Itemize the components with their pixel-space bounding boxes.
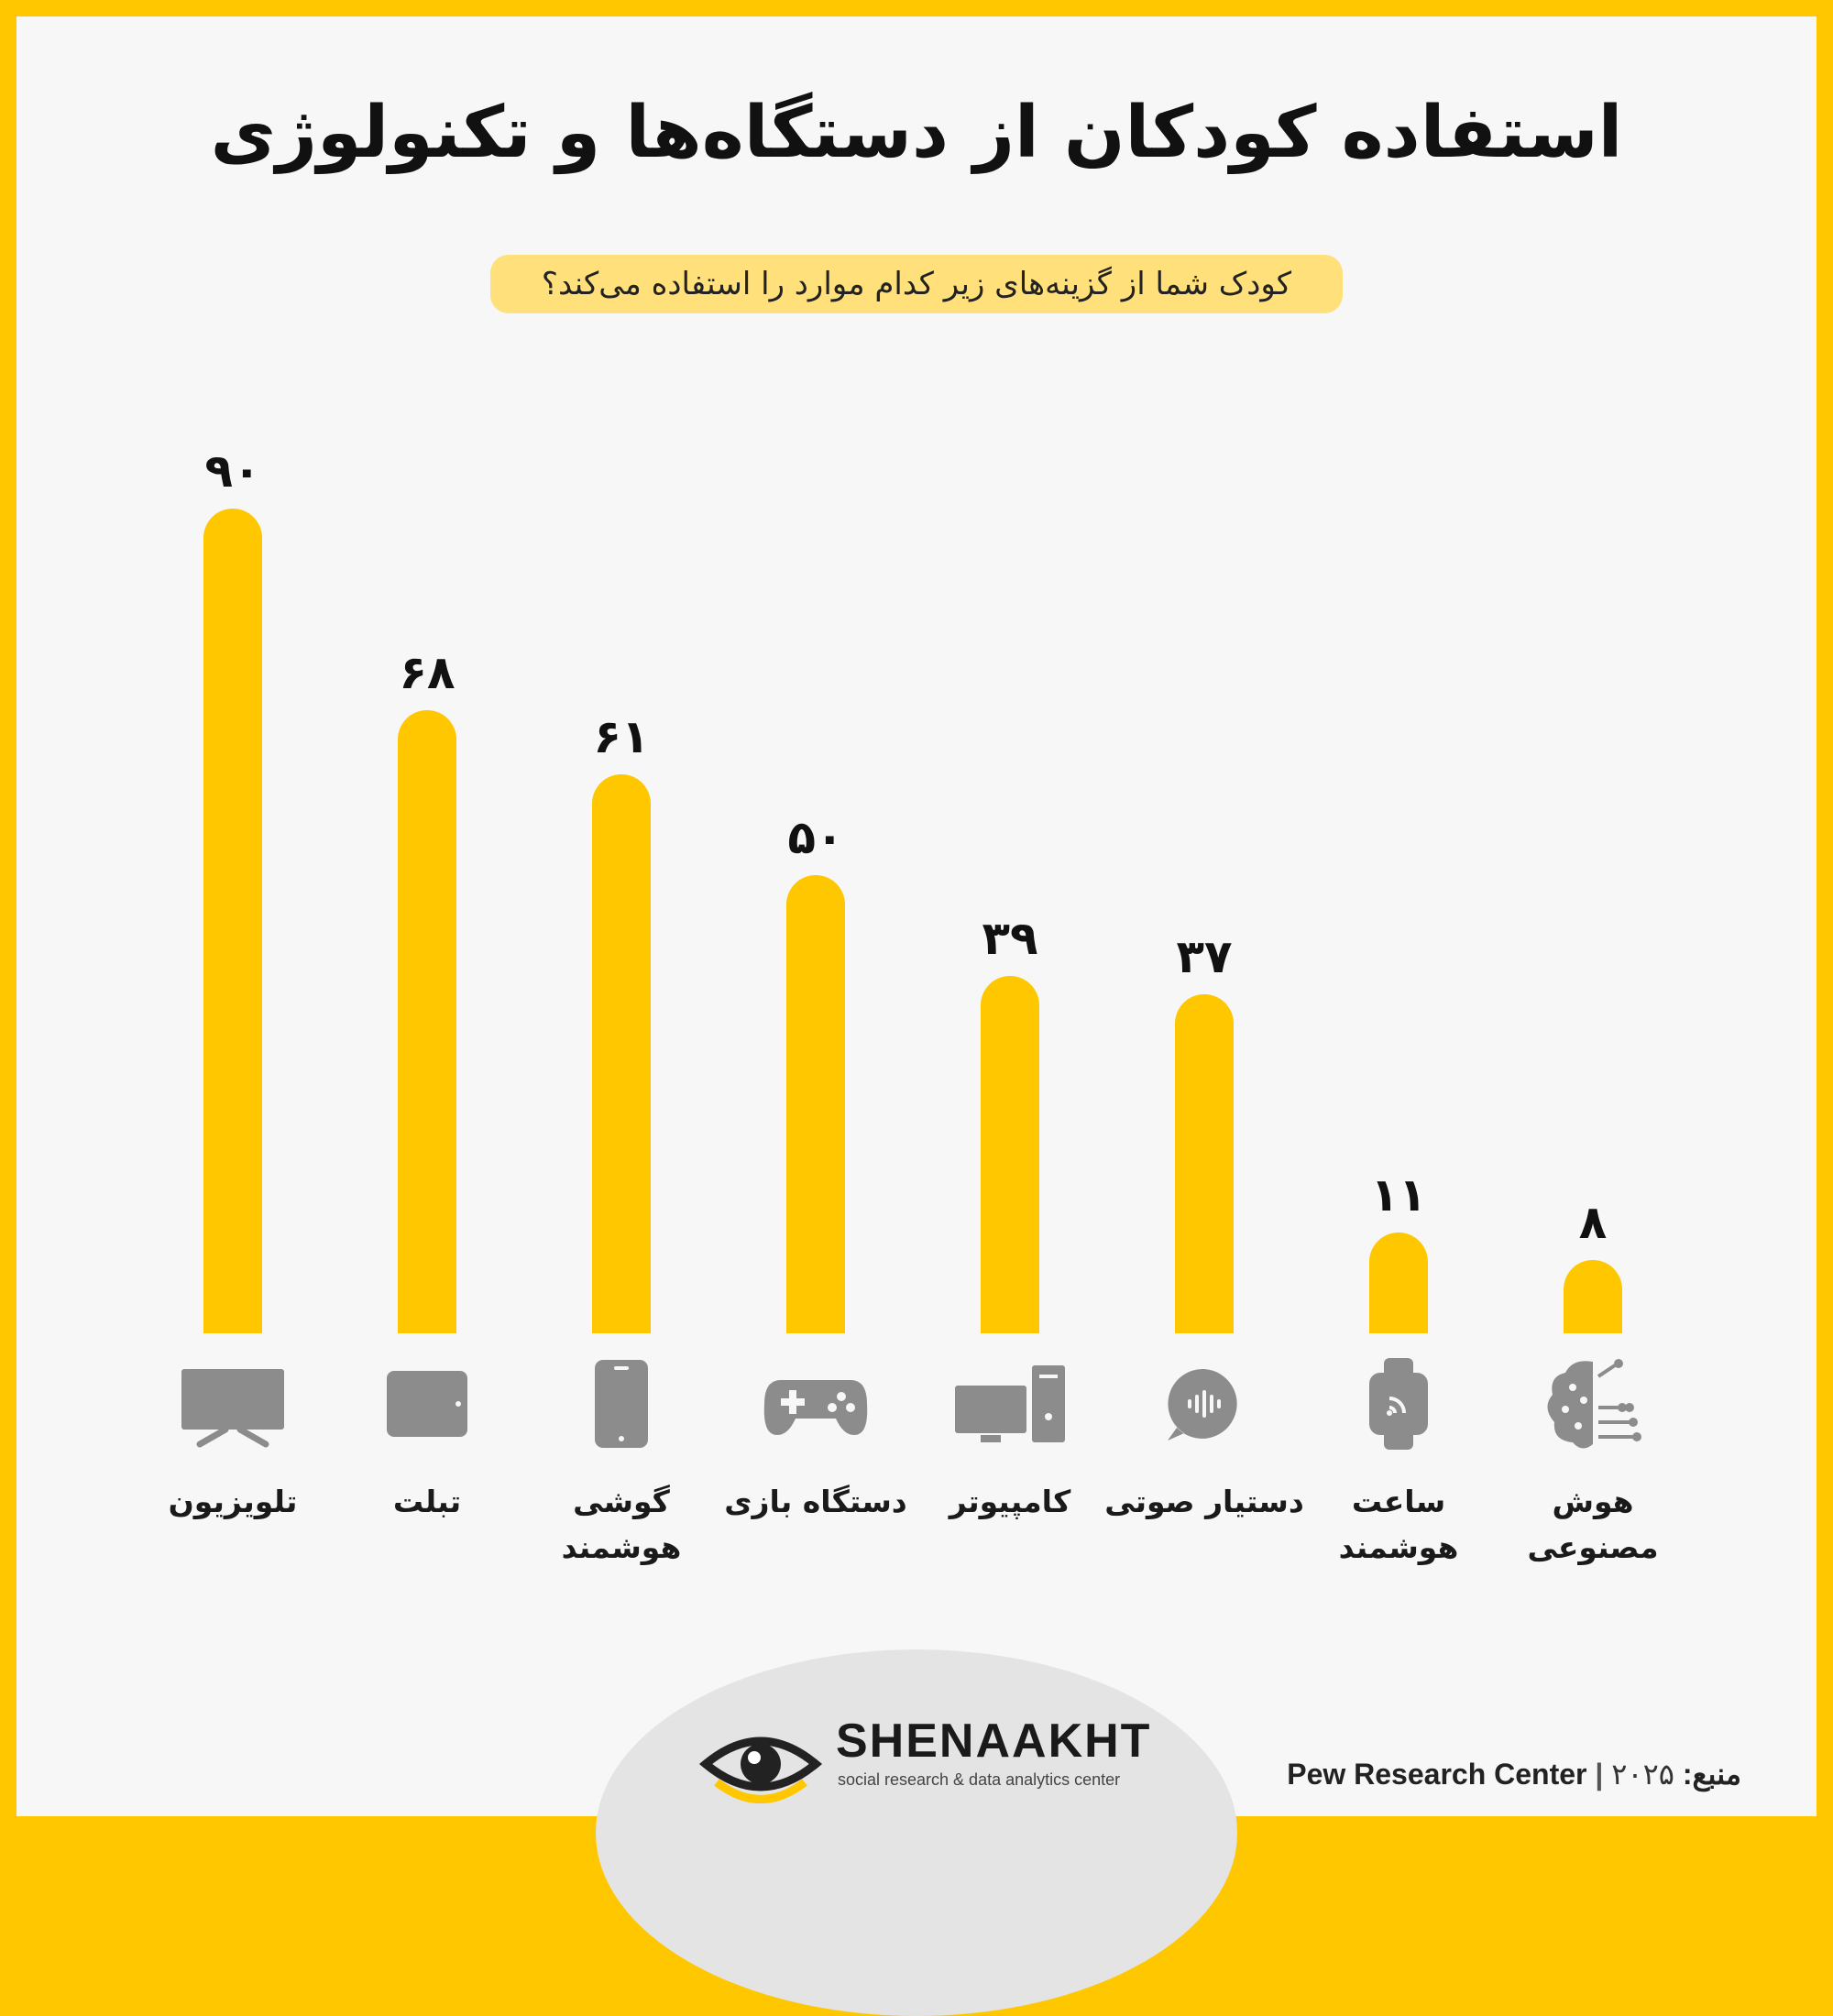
category-label: کامپیوتر — [948, 1484, 1071, 1520]
value-label: ۳۹ — [982, 912, 1037, 965]
category-label: دستیار صوتی — [1104, 1484, 1304, 1520]
source-org: Pew Research Center — [1287, 1758, 1587, 1791]
bar-chart: ۹۰ تلویزیون ۶۸ تبلت ۶۱ گوشی هوشمند ۵۰ دستگاه باز… — [169, 444, 1659, 1566]
bar — [1175, 994, 1234, 1333]
category-label: دستگاه بازی — [724, 1484, 906, 1519]
category-label: هوش — [1552, 1484, 1633, 1520]
category-label: تلویزیون — [169, 1484, 298, 1520]
source-separator: | — [1595, 1758, 1604, 1791]
bar — [398, 710, 456, 1333]
card-background — [16, 16, 1817, 1816]
value-label: ۱۱ — [1370, 1168, 1426, 1222]
category-label: ساعت — [1352, 1484, 1445, 1519]
bar — [203, 509, 262, 1333]
category-label: هوشمند — [1339, 1529, 1459, 1566]
brand-tagline: social research & data analytics center — [838, 1770, 1121, 1789]
page-title: استفاده کودکان از دستگاه‌ها و تکنولوژی — [210, 92, 1623, 174]
ai-brain-icon — [1547, 1359, 1641, 1449]
category-label: گوشی — [573, 1484, 671, 1520]
value-label: ۵۰ — [787, 811, 843, 864]
logo-backdrop — [596, 1649, 1237, 2016]
subtitle-pill: کودک شما از گزینه‌های زیر کدام موارد را … — [490, 255, 1343, 313]
bar — [592, 774, 651, 1333]
voice-assistant-icon — [1168, 1368, 1237, 1441]
gamepad-icon — [763, 1380, 868, 1435]
value-label: ۶۸ — [399, 646, 455, 699]
value-label: ۳۷ — [1176, 930, 1232, 983]
source-year: ۲۰۲۵ — [1611, 1758, 1674, 1791]
bar — [786, 875, 845, 1333]
bar — [981, 976, 1039, 1333]
source-note: منبع: ۲۰۲۵ | Pew Research Center — [1287, 1757, 1741, 1791]
bar — [1564, 1260, 1622, 1333]
computer-icon — [955, 1365, 1065, 1442]
brand-name: SHENAAKHT — [836, 1715, 1152, 1768]
smartwatch-icon — [1369, 1358, 1428, 1450]
eye-logo-icon — [698, 1737, 823, 1803]
smartphone-icon — [595, 1360, 648, 1448]
subtitle: کودک شما از گزینه‌های زیر کدام موارد را … — [541, 266, 1292, 302]
value-label: ۶۱ — [593, 710, 649, 763]
category-label: مصنوعی — [1527, 1529, 1658, 1566]
tv-icon — [181, 1369, 284, 1448]
source-label: منبع: — [1682, 1758, 1741, 1791]
tablet-icon — [387, 1371, 467, 1437]
category-label: هوشمند — [562, 1529, 682, 1566]
value-label: ۸ — [1579, 1196, 1608, 1249]
value-label: ۹۰ — [204, 444, 260, 498]
category-label: تبلت — [393, 1484, 461, 1519]
bar — [1369, 1233, 1428, 1333]
